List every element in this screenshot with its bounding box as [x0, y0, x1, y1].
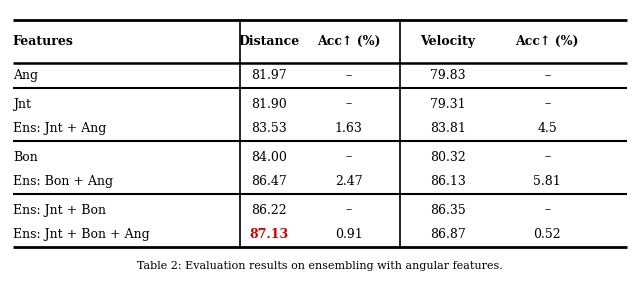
Text: 79.83: 79.83 — [430, 69, 466, 82]
Text: Distance: Distance — [238, 35, 300, 48]
Text: 87.13: 87.13 — [249, 228, 289, 241]
Text: 86.35: 86.35 — [430, 204, 466, 217]
Text: 0.91: 0.91 — [335, 228, 363, 241]
Text: Ens: Jnt + Bon + Ang: Ens: Jnt + Bon + Ang — [13, 228, 150, 241]
Text: Ang: Ang — [13, 69, 38, 82]
Text: Table 2: Evaluation results on ensembling with angular features.: Table 2: Evaluation results on ensemblin… — [137, 261, 503, 272]
Text: 2.47: 2.47 — [335, 175, 363, 188]
Text: 86.87: 86.87 — [430, 228, 466, 241]
Text: 83.53: 83.53 — [251, 122, 287, 135]
Text: 86.22: 86.22 — [251, 204, 287, 217]
Text: 83.81: 83.81 — [430, 122, 466, 135]
Text: 0.52: 0.52 — [533, 228, 561, 241]
Text: Ens: Bon + Ang: Ens: Bon + Ang — [13, 175, 113, 188]
Text: Bon: Bon — [13, 151, 38, 164]
Text: –: – — [346, 69, 352, 82]
Text: –: – — [346, 98, 352, 111]
Text: 81.97: 81.97 — [251, 69, 287, 82]
Text: –: – — [544, 98, 550, 111]
Text: 5.81: 5.81 — [533, 175, 561, 188]
Text: Features: Features — [13, 35, 74, 48]
Text: –: – — [544, 204, 550, 217]
Text: 4.5: 4.5 — [538, 122, 557, 135]
Text: 81.90: 81.90 — [251, 98, 287, 111]
Text: Jnt: Jnt — [13, 98, 31, 111]
Text: Acc↑ (%): Acc↑ (%) — [317, 35, 381, 48]
Text: 86.13: 86.13 — [430, 175, 466, 188]
Text: –: – — [544, 69, 550, 82]
Text: 80.32: 80.32 — [430, 151, 466, 164]
Text: 86.47: 86.47 — [251, 175, 287, 188]
Text: Ens: Jnt + Ang: Ens: Jnt + Ang — [13, 122, 106, 135]
Text: 84.00: 84.00 — [251, 151, 287, 164]
Text: 1.63: 1.63 — [335, 122, 363, 135]
Text: –: – — [346, 151, 352, 164]
Text: –: – — [346, 204, 352, 217]
Text: Ens: Jnt + Bon: Ens: Jnt + Bon — [13, 204, 106, 217]
Text: Acc↑ (%): Acc↑ (%) — [515, 35, 579, 48]
Text: –: – — [544, 151, 550, 164]
Text: 79.31: 79.31 — [430, 98, 466, 111]
Text: Velocity: Velocity — [420, 35, 476, 48]
